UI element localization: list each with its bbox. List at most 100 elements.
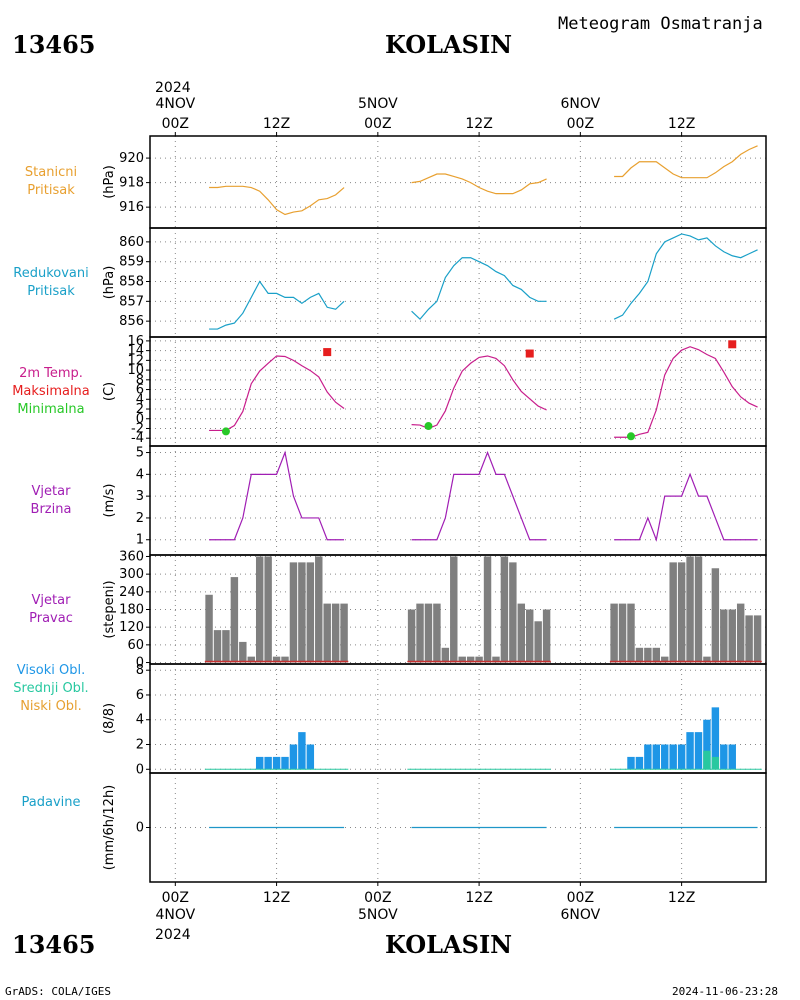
clouds-ytick-label: 8 [136, 663, 144, 678]
temperature-ytick-label: 12 [127, 353, 144, 368]
clouds-bar [298, 732, 306, 770]
footer-credit: GrADS: COLA/IGES [5, 985, 111, 998]
reduced_pressure-ytick-label: 859 [119, 255, 144, 270]
wind_direction-ytick-label: 360 [119, 549, 144, 564]
temperature-ytick-label: 8 [136, 373, 144, 388]
clouds-bar [264, 756, 272, 770]
station_pressure-label-1: Pritisak [27, 183, 75, 198]
x-top-year: 2024 [155, 80, 191, 96]
x-top-time: 00Z [162, 116, 189, 132]
x-bottom-time: 12Z [465, 890, 492, 906]
wind_direction-bar [281, 656, 289, 663]
temperature-ytick-label: 10 [127, 363, 144, 378]
x-bottom-time: 00Z [567, 890, 594, 906]
wind_direction-label-1: Pravac [29, 610, 73, 626]
clouds-bar [677, 744, 686, 770]
clouds-bar [694, 732, 703, 770]
station-id-bottom: 13465 [12, 930, 96, 959]
wind_direction-bar [492, 656, 500, 663]
wind_direction-bar [306, 562, 315, 663]
wind_speed-series-line [209, 450, 345, 541]
station_pressure-series-line [209, 185, 345, 216]
x-top-date: 5NOV [358, 96, 398, 112]
wind_direction-bar [644, 647, 652, 663]
clouds-bar [272, 756, 281, 770]
precipitation-ylabel: (mm/6h/12h) [102, 785, 117, 871]
reduced_pressure-ytick-label: 857 [119, 294, 144, 309]
product-title: Meteogram Osmatranja [558, 14, 763, 34]
wind_direction-bar [222, 630, 230, 663]
station_pressure-ylabel: (hPa) [102, 165, 117, 199]
wind_direction-bar [703, 656, 711, 663]
x-bottom-date: 6NOV [560, 907, 600, 923]
wind_direction-ytick-label: 120 [119, 620, 144, 635]
wind_direction-bar [416, 603, 424, 663]
wind_speed-label-0: Vjetar [31, 483, 71, 499]
temperature-ytick-label: 6 [136, 383, 144, 398]
temperature-ytick-label: 16 [127, 334, 144, 349]
reduced_pressure-series-line [209, 280, 345, 330]
reduced_pressure-frame [149, 227, 767, 338]
wind_direction-bar [686, 556, 694, 663]
wind_direction-bar [661, 656, 669, 663]
wind_direction-bar [298, 562, 306, 663]
reduced_pressure-ytick-label: 860 [119, 235, 144, 250]
temperature-ytick-label: 2 [136, 402, 144, 417]
wind_direction-bar [677, 562, 686, 663]
x-bottom-year: 2024 [155, 927, 191, 943]
wind_direction-bar [694, 556, 703, 663]
wind_direction-ytick-label: 300 [119, 567, 144, 582]
temperature-ytick-label: 14 [127, 344, 144, 359]
wind_direction-ylabel: (stepeni) [102, 580, 117, 638]
clouds-bar [711, 756, 720, 770]
wind_speed-ytick-label: 2 [136, 511, 144, 526]
precipitation-frame [149, 772, 767, 883]
wind_direction-bar [424, 603, 433, 663]
station_pressure-ytick-label: 916 [119, 200, 144, 215]
wind_direction-bar [239, 641, 247, 663]
wind_direction-bar [475, 656, 483, 663]
wind_speed-series-line [614, 472, 758, 542]
wind_speed-ytick-label: 5 [136, 446, 144, 461]
wind_direction-bar [720, 609, 728, 663]
wind_direction-bar [230, 577, 239, 663]
x-bottom-time: 00Z [364, 890, 391, 906]
clouds-bar [281, 756, 289, 770]
station_pressure-series-line [614, 145, 758, 179]
wind_direction-bar [441, 647, 450, 663]
temperature-tmax-marker [525, 349, 534, 358]
temperature-series-line [209, 355, 345, 432]
clouds-bar [661, 744, 669, 770]
wind_direction-bar [483, 556, 492, 663]
clouds-ytick-label: 2 [136, 738, 144, 753]
station_pressure-series-line [411, 173, 547, 195]
wind_speed-ytick-label: 1 [136, 533, 144, 548]
clouds-bar [652, 744, 661, 770]
wind_direction-ytick-label: 180 [119, 603, 144, 618]
wind_direction-bar [213, 630, 222, 663]
wind_direction-bar [627, 603, 635, 663]
reduced_pressure-label-1: Pritisak [27, 283, 75, 299]
station_pressure-frame [149, 135, 767, 229]
clouds-bar [669, 744, 677, 770]
wind_direction-bar [534, 621, 542, 663]
temperature-tmin-marker [424, 422, 433, 431]
x-bottom-time: 12Z [263, 890, 290, 906]
temperature-tmax-marker [728, 340, 737, 349]
clouds-bar [627, 756, 635, 770]
wind_direction-bar [340, 603, 348, 663]
clouds-bar [686, 732, 694, 770]
wind_direction-ytick-label: 0 [136, 656, 144, 671]
wind_speed-ytick-label: 3 [136, 489, 144, 504]
x-top-time: 12Z [263, 116, 290, 132]
temperature-series-line [411, 355, 547, 430]
wind_speed-ylabel: (m/s) [102, 484, 117, 518]
temperature-tmin-marker [626, 432, 635, 441]
temperature-label-0: 2m Temp. [19, 365, 83, 381]
wind_direction-bar [247, 656, 255, 663]
precipitation-ytick-label: 0 [136, 821, 144, 836]
x-bottom-time: 12Z [668, 890, 695, 906]
reduced_pressure-ylabel: (hPa) [102, 266, 117, 300]
wind_direction-label-0: Vjetar [31, 592, 71, 608]
